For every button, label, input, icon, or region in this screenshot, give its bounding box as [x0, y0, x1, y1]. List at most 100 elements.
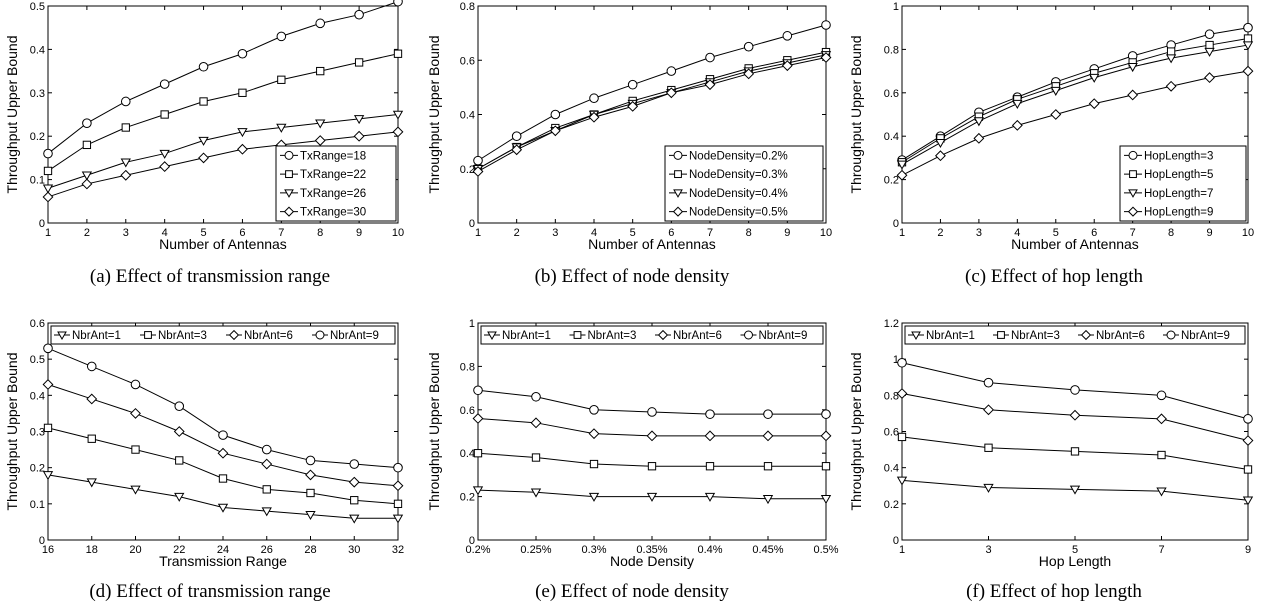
y-tick-label: 0.4	[884, 463, 899, 475]
data-point	[217, 503, 229, 513]
data-point	[349, 459, 360, 469]
data-point	[393, 0, 403, 7]
legend: HopLength=3 HopLength=5 HopLength=7 HopLeng…	[1119, 145, 1247, 222]
x-tick-label: 0.4%	[697, 544, 722, 556]
y-tick-label: 0.4	[460, 110, 475, 122]
data-point	[174, 492, 185, 502]
data-point	[160, 110, 169, 119]
data-point	[473, 155, 483, 166]
y-axis: 0 0.1 0.2 0.3 0.4 0.5	[30, 1, 398, 230]
data-point	[314, 135, 326, 146]
y-tick-label: 0.8	[460, 1, 475, 13]
data-point	[705, 462, 715, 471]
data-point	[646, 430, 658, 442]
legend-label: NbrAnt=3	[588, 330, 637, 342]
y-tick-label: 0	[469, 535, 475, 547]
y-tick-label: 0.4	[30, 390, 45, 402]
data-point	[743, 41, 754, 52]
x-tick-label: 8	[317, 227, 323, 239]
data-point	[983, 404, 994, 416]
data-point	[472, 486, 484, 496]
data-point	[589, 405, 599, 415]
data-point	[1165, 54, 1177, 64]
data-point	[762, 495, 774, 505]
x-tick-label: 4	[162, 227, 168, 239]
data-point	[704, 79, 716, 91]
y-tick-label: 0.1	[30, 499, 45, 511]
legend-box	[50, 325, 396, 345]
data-point	[782, 31, 793, 41]
x-tick-label: 7	[278, 227, 284, 239]
data-point	[237, 48, 248, 59]
series-line	[901, 70, 1249, 176]
x-tick-label: 1	[899, 227, 905, 239]
y-tick-label: 0	[893, 535, 899, 547]
y-tick-label: 0.5	[30, 354, 45, 366]
data-point	[1070, 385, 1080, 395]
caption-b: (b) Effect of node density	[534, 266, 730, 287]
data-point	[353, 130, 365, 142]
legend-marker	[285, 170, 293, 179]
data-point	[1156, 487, 1167, 497]
data-point	[704, 492, 716, 502]
data-point	[1204, 29, 1215, 40]
data-point	[973, 132, 985, 144]
legend-item: NbrAnt=9	[312, 330, 379, 342]
legend-item: HopLength=9	[1124, 206, 1213, 219]
series-hoplength-3	[897, 22, 1253, 165]
data-point	[763, 462, 773, 471]
data-point	[1204, 47, 1215, 57]
data-point	[237, 143, 248, 155]
legend-box	[275, 145, 397, 222]
data-point	[472, 413, 484, 424]
x-tick-label: 0.3%	[581, 544, 606, 556]
x-axis-title: Hop Length	[1039, 553, 1111, 569]
data-point	[42, 191, 54, 203]
x-axis-title: Transmission Range	[159, 553, 287, 569]
legend-item: HopLength=3	[1124, 150, 1213, 162]
legend-label: TxRange=22	[300, 169, 366, 181]
data-point	[199, 97, 208, 106]
data-point	[1205, 40, 1214, 50]
x-tick-label: 8	[1168, 227, 1174, 239]
data-point	[1243, 22, 1253, 33]
legend-label: HopLength=5	[1144, 169, 1213, 181]
data-point	[531, 391, 541, 402]
y-axis: 0 0.2 0.4 0.6 0.8 1	[884, 1, 1248, 230]
data-point	[1156, 413, 1167, 425]
x-tick-label: 9	[356, 227, 362, 239]
legend-label: NbrAnt=6	[1096, 330, 1145, 342]
y-tick-label: 0	[39, 535, 45, 547]
data-point	[897, 357, 907, 368]
x-tick-label: 24	[217, 544, 229, 556]
legend-marker	[674, 170, 682, 179]
data-point	[1011, 119, 1023, 131]
chart-panel-f: 1 3 5 7 9 0 0.2 0.4 0.6 0.8 1 1.2 Hop Length Throughp…	[848, 318, 1254, 569]
data-point	[1242, 496, 1254, 506]
data-point	[1242, 65, 1254, 77]
data-point	[159, 149, 170, 159]
series-line	[47, 114, 399, 189]
series-nbrant-3	[43, 423, 403, 508]
data-point	[42, 379, 54, 390]
data-point	[588, 111, 600, 123]
y-tick-label: 0.3	[30, 88, 45, 100]
x-tick-label: 0.25%	[520, 544, 551, 556]
caption-f: (f) Effect of hop length	[966, 581, 1142, 602]
data-point	[393, 49, 403, 58]
series-nbrant-3	[897, 432, 1253, 474]
legend-label: NbrAnt=6	[673, 330, 722, 342]
data-point	[473, 385, 483, 396]
series-nodedensity-0-2	[473, 20, 831, 166]
y-axis-title: Throughput Upper Bound	[426, 36, 442, 194]
x-tick-label: 6	[1091, 227, 1097, 239]
data-point	[350, 496, 359, 505]
legend-marker	[744, 330, 753, 340]
legend-item: TxRange=22	[280, 169, 366, 181]
data-point	[159, 79, 170, 89]
x-tick-label: 22	[173, 544, 185, 556]
data-point	[647, 462, 657, 471]
legend-marker	[283, 206, 295, 217]
data-point	[130, 407, 141, 419]
data-point	[349, 514, 360, 524]
